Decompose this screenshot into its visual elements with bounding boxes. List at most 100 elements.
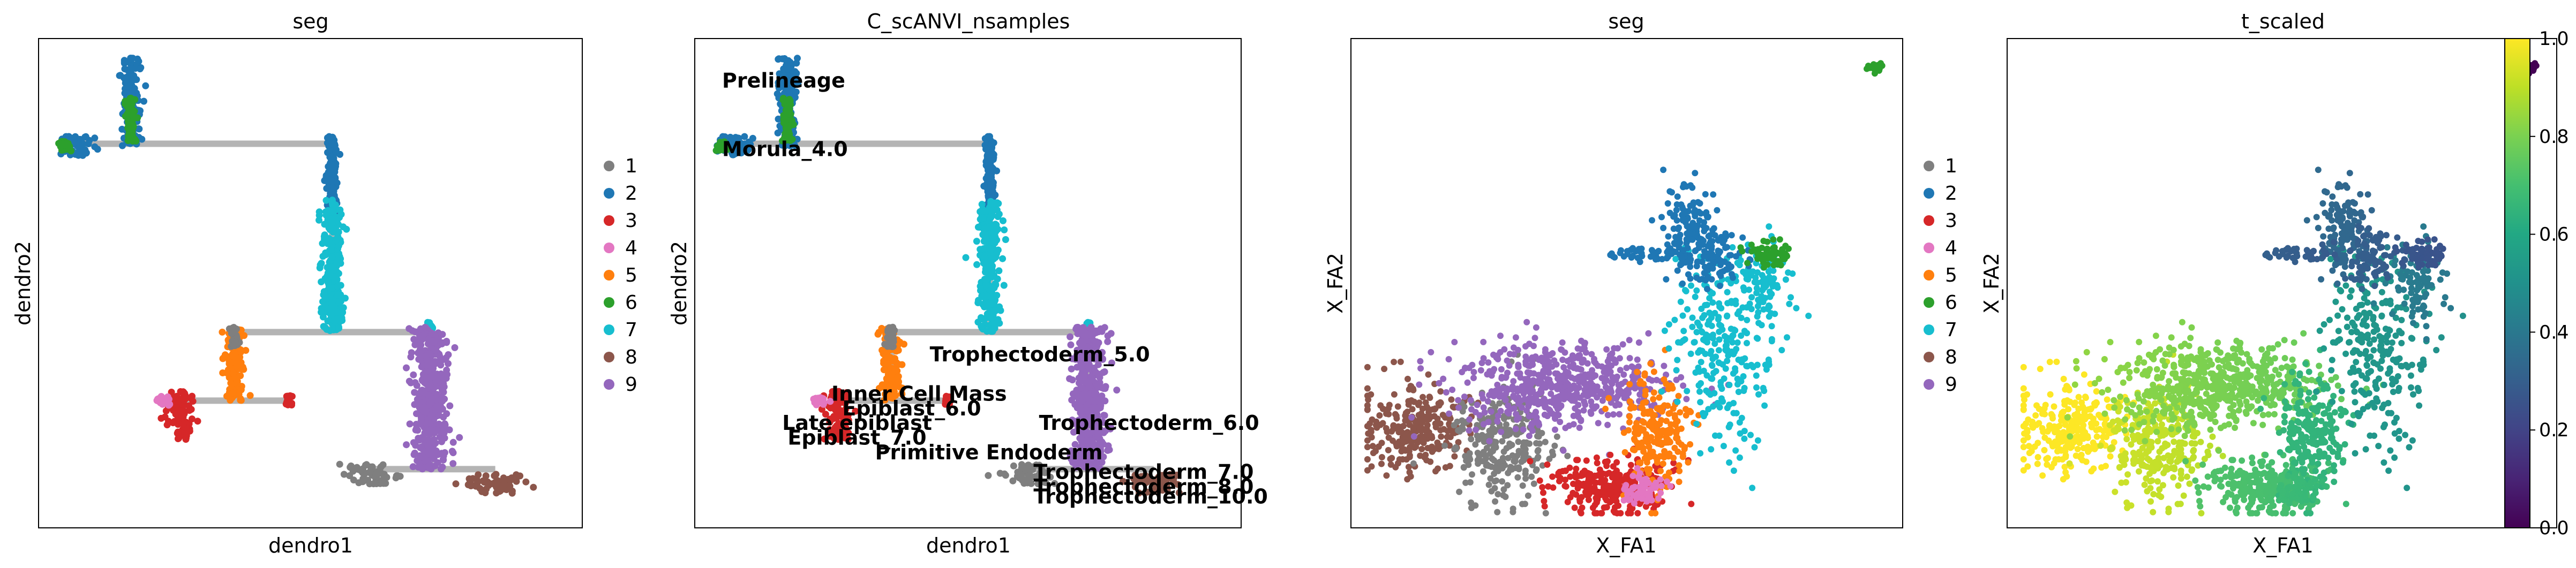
p1-point bbox=[394, 472, 401, 480]
p3-point bbox=[1545, 483, 1552, 490]
p2-point bbox=[987, 250, 994, 257]
p3-point bbox=[1505, 469, 1512, 476]
p1-point bbox=[433, 426, 440, 434]
p3-point bbox=[1693, 420, 1700, 427]
legend-label: 3 bbox=[625, 210, 637, 232]
p3-point bbox=[1396, 442, 1403, 449]
p3-point bbox=[1549, 448, 1556, 455]
p1-point bbox=[330, 154, 337, 162]
p3-point bbox=[1674, 427, 1681, 434]
p3-point bbox=[1379, 420, 1386, 427]
p3-point bbox=[1626, 381, 1633, 388]
p3-point bbox=[1564, 498, 1571, 505]
p3-point bbox=[1497, 349, 1504, 355]
p3-point bbox=[1696, 388, 1703, 395]
p3-point bbox=[1492, 498, 1499, 505]
p3-point bbox=[1474, 402, 1481, 408]
p1-point bbox=[322, 196, 330, 204]
p3-point bbox=[1557, 373, 1564, 380]
p3-point bbox=[1709, 362, 1716, 369]
p1-point bbox=[91, 143, 99, 150]
p3-point bbox=[1391, 359, 1398, 366]
p1-point bbox=[237, 349, 244, 356]
p3-point bbox=[1500, 492, 1507, 498]
p3-point bbox=[1411, 398, 1417, 405]
p3-point bbox=[1536, 440, 1543, 447]
p1-point bbox=[162, 407, 170, 414]
p2-point bbox=[1101, 324, 1108, 331]
p3-point bbox=[1449, 387, 1456, 393]
p3-point bbox=[1689, 323, 1696, 330]
p3-point bbox=[1631, 435, 1638, 442]
p1-point bbox=[435, 420, 442, 428]
p1-point bbox=[508, 474, 515, 482]
p3-point bbox=[1647, 360, 1654, 367]
p3-point bbox=[1525, 399, 1532, 406]
p2-point bbox=[973, 238, 980, 245]
p3-point bbox=[1498, 366, 1505, 373]
p1-point bbox=[412, 442, 419, 449]
p3-point bbox=[1464, 379, 1471, 386]
p1-point bbox=[180, 421, 187, 428]
p3-point bbox=[1604, 482, 1611, 489]
p1-point bbox=[350, 476, 357, 484]
p1-point bbox=[325, 305, 332, 313]
p1-point bbox=[340, 471, 348, 478]
p3-point bbox=[1549, 473, 1556, 480]
p1-point bbox=[186, 406, 194, 413]
p1-point bbox=[441, 420, 448, 428]
p1-point bbox=[332, 202, 339, 210]
p3-point bbox=[1749, 484, 1756, 491]
p3-point bbox=[1532, 353, 1539, 360]
p3-point bbox=[1540, 489, 1546, 496]
p2-point bbox=[993, 206, 1001, 214]
p3-point bbox=[1366, 420, 1373, 427]
p3-point bbox=[1499, 438, 1506, 445]
p3-point bbox=[1680, 382, 1687, 389]
p3-point bbox=[1397, 358, 1404, 365]
p1-point bbox=[433, 403, 441, 410]
p3-point bbox=[1497, 407, 1504, 414]
p3-point bbox=[1545, 406, 1552, 413]
p1-point bbox=[378, 469, 385, 477]
p1-point bbox=[412, 425, 420, 432]
p3-point bbox=[1625, 497, 1632, 504]
p3-point bbox=[1506, 362, 1513, 369]
p3-point bbox=[1615, 485, 1621, 492]
annotation-label: Prelineage bbox=[722, 69, 845, 92]
p3-point bbox=[1661, 376, 1668, 383]
p3-point bbox=[1512, 426, 1519, 433]
legend-marker bbox=[604, 270, 614, 281]
p3-point bbox=[1388, 455, 1395, 461]
p3-point bbox=[1510, 392, 1517, 399]
p1-point bbox=[411, 389, 418, 396]
p2-point bbox=[985, 159, 992, 166]
p3-point bbox=[1494, 355, 1501, 362]
p3-point bbox=[1744, 339, 1750, 346]
p3-point bbox=[1394, 403, 1401, 410]
p2-point bbox=[978, 201, 986, 208]
p2-point bbox=[962, 254, 970, 261]
p2-point bbox=[980, 183, 988, 190]
p3-point bbox=[1652, 510, 1659, 517]
p3-point bbox=[1385, 434, 1392, 441]
p3-point bbox=[1514, 474, 1521, 481]
p3-point bbox=[1683, 412, 1689, 419]
p1-point bbox=[427, 437, 435, 445]
p2-point bbox=[1100, 369, 1107, 376]
p1-point bbox=[530, 483, 537, 491]
p1-point bbox=[366, 468, 374, 475]
p3-point bbox=[1559, 339, 1566, 346]
p3-point bbox=[1805, 313, 1812, 319]
p3-point bbox=[1612, 359, 1619, 366]
p2-point bbox=[986, 314, 994, 322]
legend-marker bbox=[604, 352, 614, 362]
p3-point bbox=[1560, 447, 1567, 454]
p3-point bbox=[1576, 425, 1583, 431]
p3-point bbox=[1625, 427, 1632, 434]
p1-point bbox=[153, 397, 161, 404]
p1-point bbox=[59, 140, 66, 147]
p3-point bbox=[1368, 463, 1375, 470]
p3-point bbox=[1480, 436, 1487, 442]
p3-point bbox=[1467, 479, 1474, 486]
